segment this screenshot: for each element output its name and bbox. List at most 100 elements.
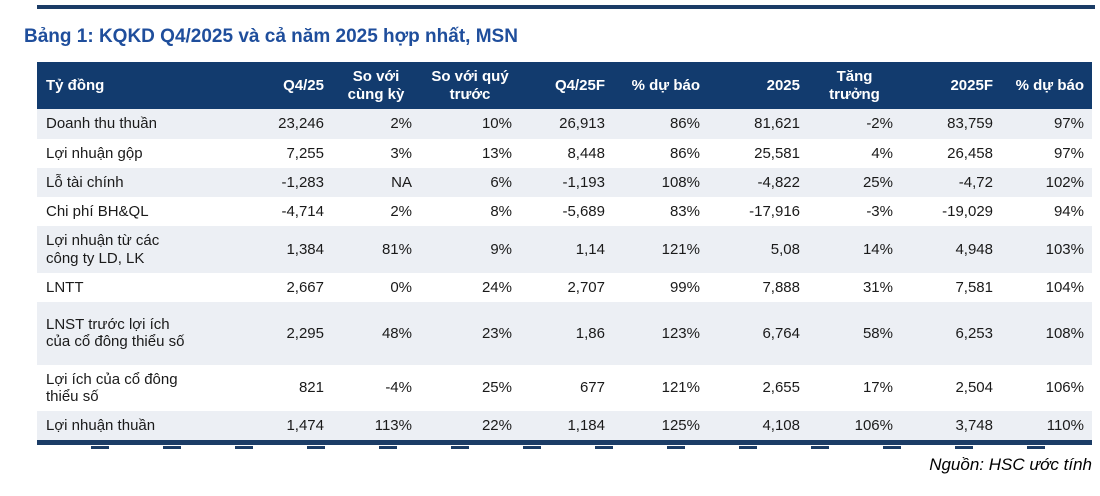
- cell-value: 97%: [1053, 144, 1084, 162]
- cell-value: 6,253: [955, 324, 993, 342]
- cell-value: 2%: [390, 115, 412, 133]
- cell-value: 94%: [1053, 203, 1084, 221]
- table-row: Lỗ tài chính -1,283 NA 6% -1,193 108% -4,822 25…: [37, 167, 1092, 198]
- table-row: Lợi nhuận gộp 7,255 3% 13% 8,448 86% 25,581 4% 2…: [37, 138, 1092, 168]
- cell-value: 97%: [1053, 115, 1084, 133]
- cell-value: 17%: [862, 379, 893, 397]
- cell-value: 22%: [481, 417, 512, 435]
- cell-value: -4,822: [757, 173, 800, 191]
- cell-value: 13%: [481, 144, 512, 162]
- cell-value: 7,581: [955, 278, 993, 296]
- cell-value: 2%: [390, 203, 412, 221]
- top-divider-rule: [37, 5, 1095, 9]
- cell-value: 0%: [390, 278, 412, 296]
- cell-value: 83,759: [947, 115, 993, 133]
- column-header: Q4/25: [237, 62, 332, 110]
- cell-value: 3,748: [955, 417, 993, 435]
- column-header-unit: Tỷ đồng: [37, 62, 237, 110]
- cell-value: 677: [579, 379, 605, 397]
- cell-value: -5,689: [562, 203, 605, 221]
- cell-value: -2%: [866, 115, 893, 133]
- cell-value: 103%: [1045, 241, 1084, 258]
- cell-value: 99%: [669, 278, 700, 296]
- cell-value: 25,581: [754, 144, 800, 162]
- cell-value: 8%: [490, 203, 512, 221]
- cell-value: 3%: [390, 144, 412, 162]
- results-table-container: Tỷ đồng Q4/25 So với cùng kỳ So với quý trư…: [37, 62, 1092, 475]
- cell-value: 2,707: [567, 278, 605, 296]
- row-label: LNST trước lợi ích của cổ đông thiểu số: [46, 316, 185, 351]
- cell-value: NA: [391, 173, 412, 191]
- cell-value: 26,913: [559, 115, 605, 133]
- cell-value: -1,193: [562, 173, 605, 191]
- cell-value: 2,504: [955, 379, 993, 397]
- cell-value: -4,714: [281, 203, 324, 221]
- table-row: LNST trước lợi ích của cổ đông thiểu số 2…: [37, 302, 1092, 365]
- cell-value: -19,029: [942, 203, 993, 221]
- cell-value: -3%: [866, 203, 893, 221]
- bottom-divider-rule: [37, 440, 1092, 446]
- table-body: Doanh thu thuần 23,246 2% 10% 26,913 86% 81,62…: [37, 109, 1092, 441]
- cell-value: 14%: [862, 241, 893, 258]
- row-label: LNTT: [46, 278, 84, 296]
- cell-value: 2,667: [286, 278, 324, 296]
- table-row: Lợi nhuận thuần 1,474 113% 22% 1,184 125% 4,10…: [37, 411, 1092, 441]
- column-header: Tăng trưởng: [808, 62, 901, 110]
- cell-value: 125%: [661, 417, 700, 435]
- table-row: Doanh thu thuần 23,246 2% 10% 26,913 86% 81,62…: [37, 109, 1092, 139]
- cell-value: -17,916: [749, 203, 800, 221]
- column-header: 2025: [708, 62, 808, 110]
- cell-value: 108%: [1045, 324, 1084, 342]
- row-label: Lỗ tài chính: [46, 173, 124, 191]
- cell-value: 6%: [490, 173, 512, 191]
- cell-value: 31%: [862, 278, 893, 296]
- column-header: So với cùng kỳ: [332, 62, 420, 110]
- column-header: So với quý trước: [420, 62, 520, 110]
- cell-value: 121%: [661, 241, 700, 258]
- cell-value: 1,384: [286, 241, 324, 258]
- cell-value: 4,948: [955, 241, 993, 258]
- cell-value: 2,655: [762, 379, 800, 397]
- row-label: Doanh thu thuần: [46, 115, 157, 133]
- cell-value: 81%: [381, 241, 412, 258]
- cell-value: 110%: [1046, 417, 1084, 435]
- table-row: LNTT 2,667 0% 24% 2,707 99% 7,888 31% 7,581 104%: [37, 272, 1092, 303]
- cell-value: 48%: [381, 324, 412, 342]
- cell-value: 5,08: [770, 241, 800, 258]
- cell-value: 86%: [669, 144, 700, 162]
- cell-value: 1,86: [575, 324, 605, 342]
- cell-value: 821: [298, 379, 324, 397]
- cell-value: 9%: [490, 241, 512, 258]
- column-header: Q4/25F: [520, 62, 613, 110]
- table-header-row: Tỷ đồng Q4/25 So với cùng kỳ So với quý trư…: [37, 62, 1092, 110]
- cell-value: 7,888: [762, 278, 800, 296]
- cell-value: 104%: [1045, 278, 1084, 296]
- cell-value: 121%: [661, 379, 700, 397]
- cell-value: 113%: [374, 417, 412, 435]
- cell-value: 123%: [661, 324, 700, 342]
- table-row: Chi phí BH&QL -4,714 2% 8% -5,689 83% -17,916 -…: [37, 197, 1092, 227]
- cell-value: 102%: [1045, 173, 1084, 191]
- cell-value: 1,14: [575, 241, 605, 258]
- cell-value: 81,621: [754, 115, 800, 133]
- cell-value: 10%: [481, 115, 512, 133]
- cell-value: 6,764: [762, 324, 800, 342]
- cell-value: 25%: [862, 173, 893, 191]
- table-row: Lợi nhuận từ các công ty LD, LK 1,384 81% 9…: [37, 226, 1092, 273]
- row-label: Chi phí BH&QL: [46, 203, 149, 221]
- cell-value: 23%: [481, 324, 512, 342]
- results-table: Tỷ đồng Q4/25 So với cùng kỳ So với quý trư…: [37, 62, 1092, 441]
- source-note: Nguồn: HSC ước tính: [929, 455, 1092, 475]
- row-label: Lợi nhuận từ các công ty LD, LK: [46, 232, 160, 267]
- bottom-tick-marks: [37, 446, 1092, 450]
- cell-value: 24%: [481, 278, 512, 296]
- table-row: Lợi ích của cổ đông thiểu số 821 -4% 25% 677…: [37, 364, 1092, 412]
- cell-value: -4,72: [958, 173, 993, 191]
- row-label: Lợi ích của cổ đông thiểu số: [46, 370, 178, 405]
- cell-value: 25%: [481, 379, 512, 397]
- cell-value: 2,295: [286, 324, 324, 342]
- column-header: % dự báo: [1001, 62, 1092, 110]
- cell-value: 4,108: [762, 417, 800, 435]
- table-title: Bảng 1: KQKD Q4/2025 và cả năm 2025 hợp …: [24, 26, 518, 47]
